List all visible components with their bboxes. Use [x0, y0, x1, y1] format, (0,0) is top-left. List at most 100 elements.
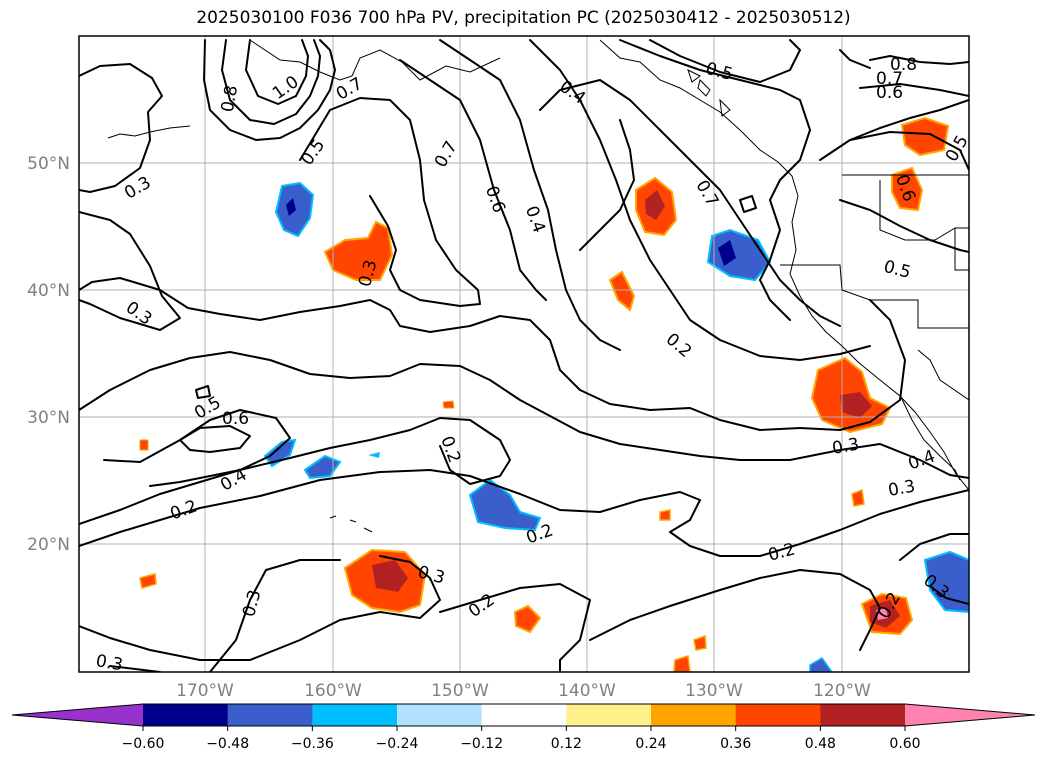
contour-label: 0.6 [876, 83, 903, 103]
pv-contour [195, 385, 211, 399]
pv-contour [79, 469, 969, 557]
negative-anomaly-region [368, 452, 380, 458]
pv-contour [529, 39, 871, 361]
colorbar-cell [227, 704, 313, 726]
lon-label: 150°W [431, 681, 489, 701]
lat-label: 20°N [27, 535, 70, 555]
colorbar-tick-label: 0.60 [889, 736, 920, 752]
colorbar: −0.60 −0.48 −0.36 −0.24 −0.12 0.12 0.24 0.36 0.4… [11, 703, 1036, 752]
colorbar-tick-label: 0.12 [551, 736, 582, 752]
pv-contour [859, 83, 969, 97]
pv-contour [439, 39, 621, 351]
pv-contour [619, 39, 811, 321]
pv-contour [439, 583, 591, 672]
positive-anomaly-core [645, 190, 665, 220]
contour-label: 0.8 [218, 84, 242, 114]
pv-contour [839, 199, 969, 253]
map-frame [78, 35, 970, 673]
shaded-anomalies [139, 116, 969, 672]
positive-anomaly-region [608, 270, 636, 312]
colorbar-cell [481, 704, 567, 726]
pv-contour [109, 665, 161, 672]
colorbar-cell [312, 704, 398, 726]
coastlines [107, 39, 969, 533]
positive-anomaly-core [840, 392, 872, 418]
colorbar-cell [143, 704, 229, 726]
pv-contour [79, 277, 906, 431]
colorbar-ticks: −0.60 −0.48 −0.36 −0.24 −0.12 0.12 0.24 0.36 0.4… [122, 726, 921, 752]
negative-anomaly-region [303, 454, 342, 480]
colorbar-cell [820, 704, 906, 726]
contour-label: 0.3 [831, 435, 861, 459]
lat-label: 40°N [27, 281, 70, 301]
colorbar-tick-label: −0.60 [122, 736, 165, 752]
positive-anomaly-region [139, 573, 157, 589]
pv-contour [103, 409, 291, 487]
map-area[interactable]: 0.8 1.0 0.7 0.5 0.3 0.7 0.6 0.4 0.4 0.7 … [79, 36, 973, 675]
contour-label: 0.7 [876, 69, 903, 89]
lon-label: 170°W [176, 681, 234, 701]
pv-contour [839, 49, 871, 69]
positive-anomaly-region [442, 400, 455, 409]
pv-contour [899, 533, 969, 561]
pv-contour [79, 63, 163, 193]
positive-anomaly-region [900, 116, 950, 157]
contour-label: 0.6 [222, 409, 249, 429]
map-background [79, 36, 969, 672]
colorbar-tick-label: 0.48 [805, 736, 836, 752]
colorbar-tick-label: −0.12 [460, 736, 503, 752]
lon-label: 140°W [558, 681, 616, 701]
pv-contour [179, 425, 251, 453]
colorbar-cells [12, 704, 1035, 726]
colorbar-tick-label: 0.24 [635, 736, 666, 752]
colorbar-cell [397, 704, 483, 726]
pv-contour [299, 97, 481, 307]
pv-contour [79, 417, 511, 525]
pv-contour [221, 39, 321, 125]
negative-anomaly-region [809, 657, 833, 672]
contour-label: 0.3 [94, 651, 124, 675]
positive-anomaly-region [693, 634, 707, 651]
longitude-labels: 170°W 160°W 150°W 140°W 130°W 120°W [176, 681, 871, 701]
pv-contour [929, 585, 969, 605]
colorbar-extend-low [12, 704, 143, 726]
pv-contour [579, 119, 635, 251]
lon-label: 120°W [813, 681, 871, 701]
pv-contour [869, 55, 969, 65]
lon-label: 130°W [685, 681, 743, 701]
positive-anomaly-region [891, 166, 924, 212]
colorbar-tick-label: −0.24 [376, 736, 419, 752]
negative-anomaly-core [718, 240, 736, 266]
pv-contour [739, 195, 757, 213]
colorbar-tick-label: −0.48 [206, 736, 249, 752]
pv-contour [399, 59, 547, 301]
pv-contour [245, 39, 309, 105]
pv-contour [849, 99, 969, 141]
positive-anomaly-region [513, 604, 542, 634]
pv-contour [589, 569, 881, 651]
pv-contour [819, 131, 969, 171]
colorbar-cell [566, 704, 652, 726]
positive-anomaly-core [372, 560, 408, 592]
map-title: 2025030100 F036 700 hPa PV, precipitatio… [196, 8, 851, 28]
lat-label: 50°N [27, 154, 70, 174]
positive-anomaly-region [851, 488, 865, 507]
pv-contour [209, 559, 341, 672]
colorbar-extend-high [905, 704, 1035, 726]
contour-label: 0.8 [890, 55, 917, 75]
pv-contour [649, 39, 801, 83]
lat-label: 30°N [27, 408, 70, 428]
pv-contour [203, 39, 336, 141]
lon-label: 160°W [304, 681, 362, 701]
contour-label: 0.3 [887, 477, 917, 501]
pv-contour [79, 211, 181, 331]
colorbar-cell [651, 704, 737, 726]
colorbar-cell [735, 704, 821, 726]
negative-anomaly-region [263, 438, 297, 468]
pv-contour [539, 79, 841, 327]
pv-contour [79, 351, 969, 479]
positive-anomaly-region [139, 439, 149, 451]
negative-anomaly-region [923, 550, 969, 614]
colorbar-tick-label: 0.36 [720, 736, 751, 752]
